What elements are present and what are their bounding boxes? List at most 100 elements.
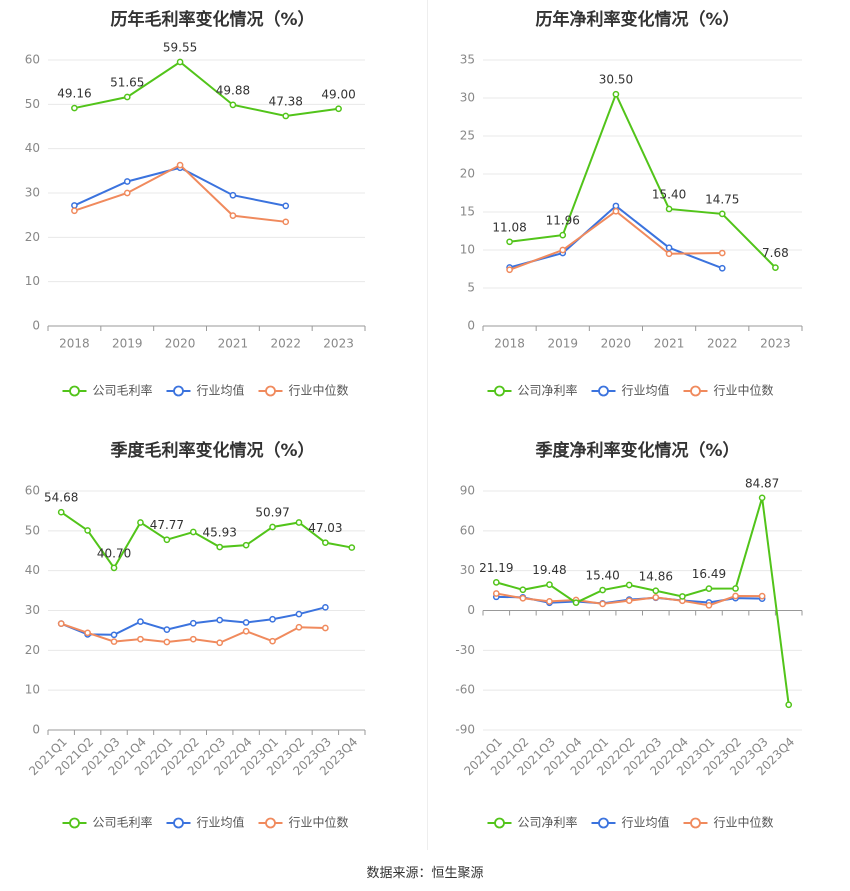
data-label: 54.68 bbox=[44, 491, 78, 505]
legend-label: 行业中位数 bbox=[714, 815, 774, 830]
data-point-company bbox=[519, 586, 527, 594]
legend-label: 公司毛利率 bbox=[93, 383, 153, 398]
legend-label: 公司毛利率 bbox=[93, 815, 153, 830]
data-point-avg bbox=[137, 618, 144, 626]
data-label: 49.88 bbox=[216, 83, 250, 97]
legend-marker bbox=[265, 817, 276, 829]
data-point-company bbox=[189, 528, 197, 536]
y-tick-label: 0 bbox=[467, 603, 475, 617]
y-tick-label: 90 bbox=[460, 484, 475, 498]
data-label: 47.38 bbox=[269, 94, 303, 108]
x-tick-label: 2023 bbox=[760, 337, 791, 351]
data-point-median bbox=[758, 592, 766, 600]
legend-item-median[interactable]: 行业中位数 bbox=[683, 383, 774, 398]
legend-marker bbox=[690, 385, 701, 397]
legend-item-avg[interactable]: 行业均值 bbox=[166, 815, 245, 830]
data-point-avg bbox=[71, 202, 78, 209]
data-point-avg bbox=[123, 178, 131, 185]
y-tick-label: 50 bbox=[25, 523, 40, 537]
y-tick-label: 40 bbox=[25, 141, 40, 155]
legend-item-median[interactable]: 行业中位数 bbox=[258, 815, 349, 830]
data-point-avg bbox=[322, 603, 329, 611]
data-point-median bbox=[625, 597, 633, 605]
series-line-company bbox=[509, 91, 777, 269]
legend-item-avg[interactable]: 行业均值 bbox=[591, 815, 670, 830]
data-point-company bbox=[71, 104, 78, 112]
y-tick-label: 60 bbox=[460, 523, 475, 537]
x-tick-label: 2020 bbox=[165, 337, 196, 351]
data-label: 15.40 bbox=[652, 187, 686, 201]
y-tick-label: 15 bbox=[460, 205, 475, 219]
data-source-label: 数据来源：恒生聚源 bbox=[366, 866, 484, 881]
data-point-median bbox=[506, 266, 513, 274]
series-line-company bbox=[74, 60, 339, 117]
y-tick-label: 30 bbox=[460, 563, 475, 577]
x-tick-label: 2022 bbox=[707, 337, 738, 351]
data-point-avg bbox=[163, 626, 171, 633]
legend-item-company[interactable]: 公司净利率 bbox=[487, 815, 578, 830]
data-point-median bbox=[269, 637, 276, 645]
legend-marker bbox=[69, 385, 80, 397]
data-point-company bbox=[599, 586, 606, 594]
chart-title: 历年毛利率变化情况（%） bbox=[110, 9, 314, 30]
y-tick-label: 30 bbox=[460, 91, 475, 105]
data-point-company bbox=[335, 105, 342, 113]
data-label: 21.19 bbox=[479, 561, 513, 575]
data-label: 14.86 bbox=[639, 569, 673, 583]
data-point-company bbox=[492, 579, 500, 586]
data-label: 45.93 bbox=[203, 526, 237, 540]
data-point-company bbox=[282, 112, 290, 120]
legend-item-company[interactable]: 公司毛利率 bbox=[62, 815, 153, 830]
series-line-company bbox=[60, 511, 352, 570]
data-point-company bbox=[718, 210, 726, 218]
chart-title: 季度毛利率变化情况（%） bbox=[110, 440, 314, 461]
data-label: 14.75 bbox=[705, 192, 739, 206]
data-point-median bbox=[322, 624, 329, 632]
data-point-median bbox=[282, 218, 290, 226]
y-tick-label: 20 bbox=[25, 230, 40, 244]
data-point-median bbox=[546, 597, 553, 605]
data-point-median bbox=[229, 212, 237, 219]
data-point-median bbox=[84, 629, 91, 637]
data-point-avg bbox=[110, 631, 118, 639]
legend-item-median[interactable]: 行业中位数 bbox=[258, 383, 349, 398]
legend-item-median[interactable]: 行业中位数 bbox=[683, 815, 774, 830]
data-label: 49.16 bbox=[57, 87, 91, 101]
legend-item-avg[interactable]: 行业均值 bbox=[591, 383, 670, 398]
data-point-avg bbox=[295, 610, 303, 618]
data-point-median bbox=[718, 249, 726, 257]
chart-quarterly-net-margin: 季度净利率变化情况（%）-90-60-3003060902021Q12021Q2… bbox=[455, 440, 803, 830]
data-point-median bbox=[732, 592, 739, 600]
data-label: 7.68 bbox=[762, 246, 789, 260]
data-point-median bbox=[137, 635, 144, 643]
y-tick-label: 50 bbox=[25, 97, 40, 111]
data-point-median bbox=[176, 161, 184, 169]
chart-quarterly-gross-margin: 季度毛利率变化情况（%）01020304050602021Q12021Q2202… bbox=[25, 440, 366, 830]
data-point-avg bbox=[242, 619, 250, 626]
data-label: 16.49 bbox=[692, 567, 726, 581]
chart-title: 季度净利率变化情况（%） bbox=[535, 440, 739, 461]
data-label: 15.40 bbox=[585, 569, 619, 583]
y-tick-label: 0 bbox=[467, 319, 475, 333]
x-tick-label: 2020 bbox=[601, 337, 632, 351]
data-point-median bbox=[492, 590, 500, 597]
legend-item-company[interactable]: 公司毛利率 bbox=[62, 383, 153, 398]
x-tick-label: 2021 bbox=[218, 337, 249, 351]
data-point-company bbox=[216, 543, 224, 551]
data-point-company bbox=[679, 593, 686, 600]
legend-item-avg[interactable]: 行业均值 bbox=[166, 383, 245, 398]
legend-item-company[interactable]: 公司净利率 bbox=[487, 383, 578, 398]
data-point-median bbox=[163, 638, 171, 646]
data-point-median bbox=[57, 620, 65, 627]
data-point-company bbox=[322, 539, 329, 547]
x-tick-label: 2019 bbox=[112, 337, 143, 351]
y-tick-label: 20 bbox=[25, 643, 40, 657]
data-point-median bbox=[189, 635, 197, 643]
data-label: 47.03 bbox=[308, 521, 342, 535]
y-tick-label: 10 bbox=[25, 274, 40, 288]
data-label: 84.87 bbox=[745, 476, 779, 490]
data-point-company bbox=[732, 585, 739, 592]
data-point-avg bbox=[229, 191, 237, 199]
data-point-median bbox=[559, 246, 567, 254]
data-point-company bbox=[625, 581, 633, 589]
